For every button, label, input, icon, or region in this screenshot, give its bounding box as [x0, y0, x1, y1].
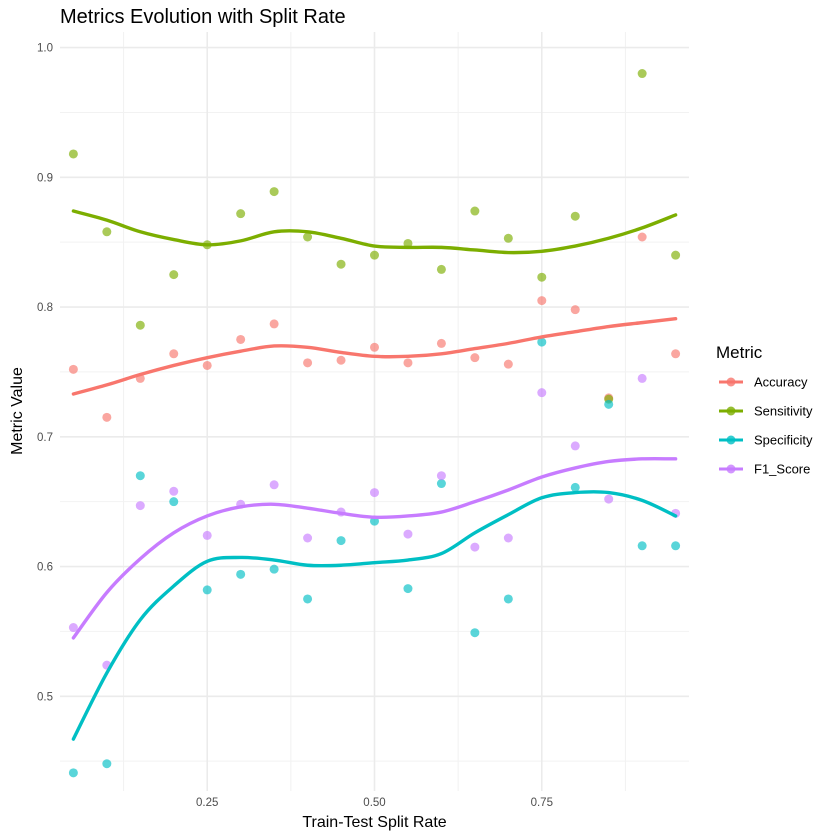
point-specificity — [169, 497, 179, 507]
point-sensitivity — [436, 264, 446, 274]
point-accuracy — [436, 338, 446, 348]
point-accuracy — [370, 342, 379, 352]
x-tick-label: 0.75 — [531, 797, 553, 809]
point-specificity — [135, 471, 145, 481]
trend-line-sensitivity — [71, 209, 678, 255]
legend-key-point — [726, 406, 736, 416]
grid — [60, 32, 689, 791]
point-accuracy — [470, 353, 480, 363]
point-sensitivity — [102, 227, 112, 237]
point-f1_score — [604, 494, 614, 504]
legend-label-sensitivity: Sensitivity — [754, 404, 813, 419]
point-specificity — [303, 594, 313, 604]
point-sensitivity — [303, 232, 313, 242]
point-sensitivity — [236, 209, 246, 219]
point-accuracy — [671, 349, 681, 359]
x-axis-ticks: 0.25 0.50 0.75 — [196, 797, 553, 809]
point-f1_score — [637, 373, 647, 383]
point-sensitivity — [470, 206, 480, 216]
point-specificity — [604, 399, 614, 409]
trend-line-accuracy — [71, 317, 678, 396]
y-axis-ticks: 0.5 0.6 0.7 0.8 0.9 1.0 — [37, 43, 53, 704]
point-accuracy — [637, 232, 647, 242]
point-accuracy — [570, 305, 580, 315]
point-specificity — [570, 482, 580, 492]
point-f1_score — [570, 441, 580, 451]
trend-line-specificity — [71, 490, 678, 741]
y-tick-label: 0.8 — [37, 302, 53, 314]
point-accuracy — [336, 355, 346, 365]
point-sensitivity — [671, 250, 681, 260]
legend-title: Metric — [716, 343, 763, 362]
point-specificity — [436, 479, 446, 489]
point-f1_score — [269, 480, 279, 490]
legend-label-specificity: Specificity — [754, 433, 813, 448]
point-f1_score — [135, 501, 145, 511]
point-f1_score — [68, 623, 78, 633]
point-accuracy — [403, 358, 413, 368]
point-specificity — [537, 337, 547, 347]
point-accuracy — [503, 359, 513, 369]
point-specificity — [102, 759, 112, 769]
point-specificity — [470, 628, 480, 638]
y-tick-label: 1.0 — [37, 43, 53, 55]
y-tick-label: 0.7 — [37, 432, 53, 444]
point-f1_score — [436, 471, 446, 481]
point-specificity — [671, 541, 681, 551]
y-axis-title: Metric Value — [9, 367, 26, 455]
y-tick-label: 0.5 — [37, 691, 53, 703]
point-f1_score — [202, 530, 212, 540]
x-tick-label: 0.50 — [363, 797, 385, 809]
x-tick-label: 0.25 — [196, 797, 218, 809]
point-accuracy — [68, 364, 78, 374]
point-f1_score — [470, 542, 480, 552]
legend-key-point — [726, 464, 736, 474]
point-sensitivity — [68, 149, 78, 159]
point-f1_score — [403, 529, 413, 539]
point-sensitivity — [336, 259, 346, 269]
point-accuracy — [303, 358, 313, 368]
point-accuracy — [269, 319, 279, 329]
legend-label-f1_score: F1_Score — [754, 462, 810, 477]
legend-key-point — [726, 377, 736, 387]
point-specificity — [503, 594, 513, 604]
point-sensitivity — [637, 69, 647, 79]
y-tick-label: 0.9 — [37, 172, 53, 184]
point-f1_score — [303, 533, 313, 543]
point-specificity — [637, 541, 647, 551]
point-f1_score — [537, 388, 547, 398]
trend-line-f1_score — [71, 456, 678, 640]
point-specificity — [236, 569, 246, 579]
point-accuracy — [102, 412, 112, 422]
point-specificity — [202, 585, 212, 595]
y-tick-label: 0.6 — [37, 562, 53, 574]
point-sensitivity — [135, 320, 145, 330]
legend-label-accuracy: Accuracy — [754, 375, 808, 390]
chart-title: Metrics Evolution with Split Rate — [60, 6, 346, 28]
x-axis-title: Train-Test Split Rate — [302, 814, 446, 831]
legend-key-point — [726, 435, 736, 445]
point-accuracy — [537, 296, 547, 306]
trend-lines — [71, 209, 678, 741]
point-f1_score — [503, 533, 513, 543]
point-f1_score — [169, 486, 179, 496]
point-sensitivity — [503, 233, 513, 243]
point-sensitivity — [169, 270, 179, 280]
point-specificity — [68, 768, 78, 778]
point-specificity — [269, 564, 279, 574]
point-specificity — [403, 584, 413, 594]
legend: Metric Accuracy Sensitivity Specificity F1_… — [716, 343, 813, 477]
point-sensitivity — [570, 211, 580, 221]
point-accuracy — [169, 349, 179, 359]
point-sensitivity — [370, 250, 379, 260]
point-specificity — [336, 536, 346, 546]
point-f1_score — [370, 488, 379, 498]
point-sensitivity — [537, 272, 547, 282]
point-sensitivity — [269, 187, 279, 197]
point-accuracy — [202, 360, 212, 370]
point-accuracy — [236, 334, 246, 344]
